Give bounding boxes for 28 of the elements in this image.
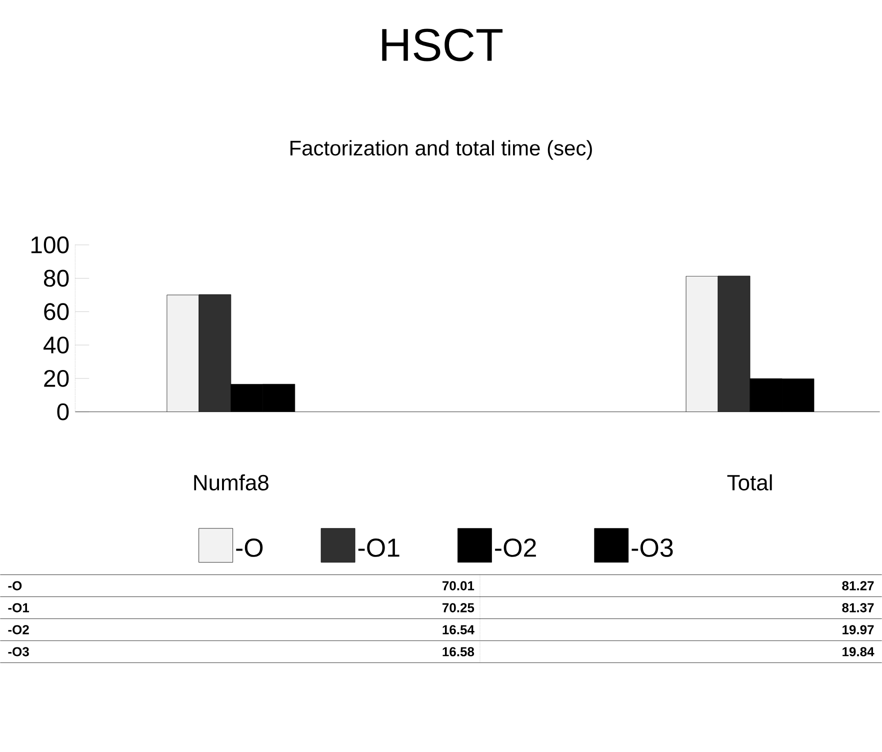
y-tick-label: 0 [57, 404, 69, 420]
text: -O2 [8, 625, 29, 634]
text: -O [8, 581, 22, 591]
chart-subtitle: Factorization and total time (sec) [290, 140, 592, 160]
legend-label: -O2 [495, 538, 536, 558]
x-tick-label: Total [727, 474, 772, 491]
data-label: 70.25 [442, 603, 474, 612]
bar [198, 294, 232, 412]
x-tick-label: Numfa8 [194, 474, 268, 491]
data-label: 19.84 [842, 647, 874, 656]
text: -O3 [8, 647, 29, 656]
chart-title: HSCT [382, 28, 503, 62]
data-label: 19.97 [842, 625, 874, 634]
y-tick-label: 60 [44, 303, 69, 320]
y-tick-label: 100 [31, 236, 69, 254]
data-label: 16.58 [442, 647, 474, 656]
y-tick-label: 20 [44, 370, 69, 388]
legend-label: -O [236, 538, 263, 558]
data-label: 81.27 [842, 581, 874, 591]
data-label: 81.37 [842, 603, 874, 613]
y-tick-label: 40 [44, 336, 69, 354]
legend-label: -O1 [358, 538, 400, 558]
bar [718, 276, 750, 412]
legend-label: -O3 [632, 538, 673, 558]
text: -O1 [8, 603, 30, 612]
data-label: 70.01 [442, 581, 474, 591]
data-label: 16.54 [442, 625, 474, 634]
y-tick-label: 80 [44, 270, 69, 287]
